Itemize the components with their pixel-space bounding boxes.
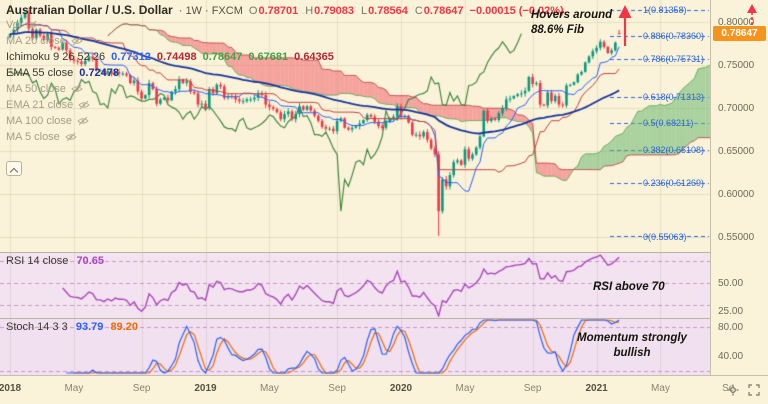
legend-row-vol[interactable]: Vol [6, 17, 564, 33]
stoch-note-line2: bullish [613, 346, 651, 359]
fib-note-annotation: Hovers around 88.6% Fib [531, 8, 612, 38]
time-tick: May [651, 383, 670, 394]
fib-note-line2: 88.6% Fib [531, 23, 585, 36]
maximize-icon[interactable] [748, 384, 760, 396]
rsi-note-annotation: RSI above 70 [593, 281, 665, 293]
time-tick: 2019 [194, 383, 217, 394]
pane-separator-stoch[interactable] [0, 318, 768, 319]
price-tick: 0.60000 [718, 189, 755, 200]
rsi-axis-tick: 50.00 [718, 278, 744, 289]
stoch-label: Stoch 14 3 3 [6, 321, 68, 333]
fib-level-label: 0.382(0.65108) [643, 145, 705, 156]
stoch-axis-tick: 40.00 [718, 351, 744, 362]
current-price-badge: 0.78647 [713, 25, 766, 41]
fib-level-label: 1(0.81358) [643, 5, 687, 16]
stoch-note-line1: Momentum strongly [577, 332, 687, 344]
symbol-header: Australian Dollar / U.S. Dollar · 1W · F… [6, 3, 564, 17]
stoch-k-value: 93.79 [75, 321, 104, 333]
stoch-axis-tick: 80.00 [718, 322, 744, 333]
price-tick: 0.55000 [718, 232, 755, 243]
legend-row-value: 0.77312 [111, 51, 151, 63]
fib-level-label: 0.618(0.71313) [643, 91, 705, 102]
legend-row-label: MA 50 close [6, 83, 66, 95]
price-tick: 0.75000 [718, 60, 755, 71]
time-tick: May [64, 383, 84, 394]
legend-row-value: 0.74498 [156, 51, 197, 63]
fib-level-label: 0.236(0.61269) [643, 178, 705, 189]
time-tick: 2021 [585, 383, 608, 394]
symbol-meta: · 1W · FXCM [178, 5, 243, 17]
time-tick: May [455, 383, 475, 394]
stoch-legend[interactable]: Stoch 14 3 3 93.79 89.20 [6, 321, 138, 333]
time-tick: Sep [328, 383, 346, 394]
rsi-legend[interactable]: RSI 14 close 70.65 [6, 255, 104, 267]
eye-slash-icon[interactable] [71, 36, 83, 46]
time-tick: Sep [523, 383, 542, 394]
chevron-up-icon [9, 167, 19, 177]
legend-row-label: EMA 55 close [6, 67, 74, 79]
time-tick: Sep [132, 383, 151, 394]
indicator-legend-rows: Vol MA 20 close Ichimoku 9 26 52 26 0.77312… [6, 17, 564, 145]
legend-row-ichimoku-9-26-52-26[interactable]: Ichimoku 9 26 52 26 0.77312 0.74498 0.78647… [6, 49, 564, 65]
eye-slash-icon[interactable] [78, 100, 91, 110]
legend-row-label: MA 5 close [6, 131, 60, 143]
legend-row-ema-21-close[interactable]: EMA 21 close [6, 97, 564, 113]
price-tick: 0.70000 [718, 103, 755, 114]
eye-slash-icon[interactable] [77, 116, 89, 126]
legend-row-label: MA 100 close [6, 115, 73, 127]
legend-row-ma-100-close[interactable]: MA 100 close [6, 113, 564, 129]
ohlc-values: O0.78701 H0.79083 L0.78564 C0.78647 [249, 5, 464, 17]
legend-row-ma-50-close[interactable]: MA 50 close [6, 81, 564, 97]
up-arrow-drawing [618, 5, 632, 46]
eye-slash-icon[interactable] [65, 132, 77, 142]
eye-slash-icon[interactable] [26, 20, 39, 30]
price-tick: 0.80000 [718, 17, 755, 28]
time-tick: 2018 [0, 383, 22, 394]
legend-collapse-button[interactable] [6, 161, 22, 177]
rsi-axis-tick: 25.00 [718, 306, 744, 317]
fib-level-label: 0.5(0.68211) [643, 118, 694, 129]
chart-canvas[interactable] [0, 0, 710, 375]
legend-row-value: 0.67681 [248, 51, 289, 63]
ohlc-c: C0.78647 [414, 5, 464, 17]
price-axis[interactable]: 0.80000 0.75000 0.70000 0.65000 0.60000 0.550… [710, 0, 768, 404]
fib-level-label: 0.786(0.75731) [643, 53, 705, 64]
price-change: −0.00015 (−0.02%) [469, 5, 564, 17]
settings-icon[interactable] [727, 384, 739, 396]
legend-row-label: MA 20 close [6, 35, 66, 47]
legend-row-value: 0.72478 [79, 67, 120, 79]
ohlc-h: H0.79083 [305, 5, 354, 17]
rsi-label: RSI 14 close [6, 255, 69, 267]
rsi-value: 70.65 [76, 255, 104, 267]
legend-row-ma-5-close[interactable]: MA 5 close [6, 129, 564, 145]
symbol-name[interactable]: Australian Dollar / U.S. Dollar [6, 3, 173, 17]
price-tick: 0.65000 [718, 146, 755, 157]
stoch-note-annotation: Momentum strongly bullish [572, 331, 692, 361]
ohlc-l: L0.78564 [360, 5, 408, 17]
eye-slash-icon[interactable] [71, 84, 83, 94]
fib-note-line1: Hovers around [531, 9, 613, 21]
legend-row-label: Ichimoku 9 26 52 26 [6, 51, 106, 63]
chart-legend: Australian Dollar / U.S. Dollar · 1W · F… [6, 3, 564, 145]
legend-row-label: EMA 21 close [6, 99, 74, 111]
fib-level-label: 0.886(0.78360) [643, 31, 705, 42]
time-tick: Se [722, 383, 735, 394]
fib-level-label: 0(0.55063) [643, 231, 687, 242]
axis-icons [727, 384, 760, 396]
legend-row-ma-20-close[interactable]: MA 20 close [6, 33, 564, 49]
stoch-d-value: 89.20 [110, 321, 138, 333]
pane-separator-rsi[interactable] [0, 252, 768, 253]
legend-row-label: Vol [6, 19, 22, 31]
time-tick: 2020 [389, 383, 413, 394]
time-axis[interactable]: 2018 May Sep 2019 May Sep 2020 May Sep 2021 May Se [0, 375, 768, 404]
ohlc-o: O0.78701 [248, 5, 299, 17]
legend-row-value: 0.78647 [202, 51, 243, 63]
legend-row-value: 0.64365 [294, 51, 334, 63]
legend-row-ema-55-close[interactable]: EMA 55 close 0.72478 [6, 65, 564, 81]
time-tick: May [259, 383, 279, 394]
